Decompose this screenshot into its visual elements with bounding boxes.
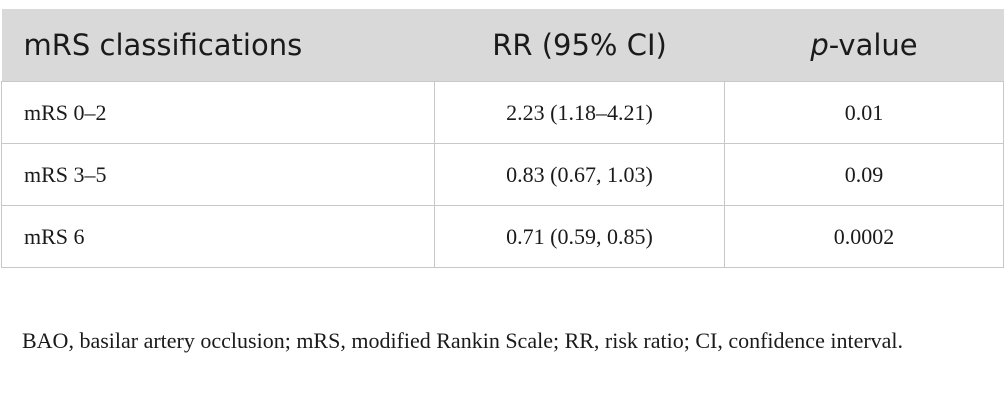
header-mrs-classifications: mRS classifications (1, 9, 435, 82)
cell-rr: 2.23 (1.18–4.21) (434, 81, 725, 144)
cell-classification: mRS 3–5 (1, 143, 435, 206)
cell-classification: mRS 0–2 (1, 81, 435, 144)
header-rr-ci: RR (95% CI) (434, 9, 725, 82)
cell-rr: 0.71 (0.59, 0.85) (434, 205, 725, 268)
header-row: mRS classifications RR (95% CI) p-value (1, 9, 1004, 82)
table-body: mRS 0–2 2.23 (1.18–4.21) 0.01 mRS 3–5 0.… (1, 81, 1004, 268)
cell-rr: 0.83 (0.67, 1.03) (434, 143, 725, 206)
cell-p-value: 0.01 (724, 81, 1004, 144)
results-table-container: mRS classifications RR (95% CI) p-value … (1, 9, 1004, 268)
table-header: mRS classifications RR (95% CI) p-value (1, 9, 1004, 82)
cell-p-value: 0.0002 (724, 205, 1004, 268)
table-footnote: BAO, basilar artery occlusion; mRS, modi… (22, 328, 904, 353)
cell-classification: mRS 6 (1, 205, 435, 268)
cell-p-value: 0.09 (724, 143, 1004, 206)
table-row: mRS 0–2 2.23 (1.18–4.21) 0.01 (1, 81, 1004, 144)
results-table: mRS classifications RR (95% CI) p-value … (1, 9, 1004, 268)
header-p-italic: p (810, 28, 829, 62)
header-p-value: p-value (724, 9, 1004, 82)
table-row: mRS 3–5 0.83 (0.67, 1.03) 0.09 (1, 143, 1004, 206)
header-p-rest: -value (828, 28, 918, 62)
table-row: mRS 6 0.71 (0.59, 0.85) 0.0002 (1, 205, 1004, 268)
